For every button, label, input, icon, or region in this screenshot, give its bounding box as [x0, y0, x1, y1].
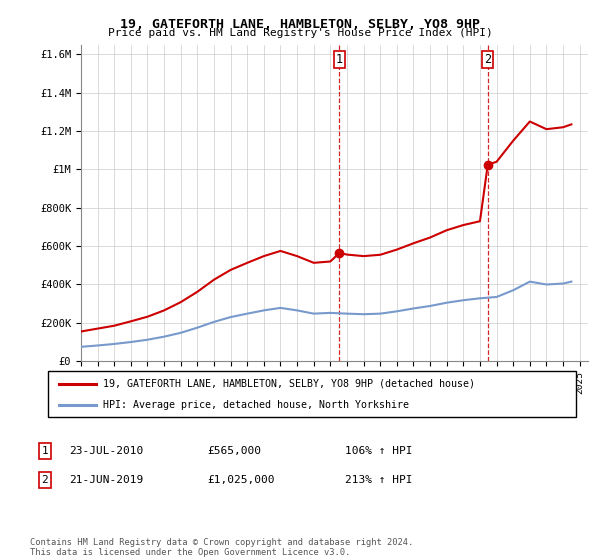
- FancyBboxPatch shape: [48, 371, 576, 417]
- Text: 19, GATEFORTH LANE, HAMBLETON, SELBY, YO8 9HP (detached house): 19, GATEFORTH LANE, HAMBLETON, SELBY, YO…: [103, 379, 475, 389]
- Text: Contains HM Land Registry data © Crown copyright and database right 2024.
This d: Contains HM Land Registry data © Crown c…: [30, 538, 413, 557]
- Text: 1: 1: [336, 53, 343, 66]
- Text: HPI: Average price, detached house, North Yorkshire: HPI: Average price, detached house, Nort…: [103, 400, 409, 410]
- Text: 213% ↑ HPI: 213% ↑ HPI: [345, 475, 413, 485]
- Text: 2: 2: [484, 53, 491, 66]
- Text: 2: 2: [41, 475, 49, 485]
- Text: Price paid vs. HM Land Registry's House Price Index (HPI): Price paid vs. HM Land Registry's House …: [107, 28, 493, 38]
- Text: 23-JUL-2010: 23-JUL-2010: [69, 446, 143, 456]
- Text: £565,000: £565,000: [207, 446, 261, 456]
- Text: 1: 1: [41, 446, 49, 456]
- Text: 21-JUN-2019: 21-JUN-2019: [69, 475, 143, 485]
- Text: 19, GATEFORTH LANE, HAMBLETON, SELBY, YO8 9HP: 19, GATEFORTH LANE, HAMBLETON, SELBY, YO…: [120, 18, 480, 31]
- Text: £1,025,000: £1,025,000: [207, 475, 275, 485]
- Text: 106% ↑ HPI: 106% ↑ HPI: [345, 446, 413, 456]
